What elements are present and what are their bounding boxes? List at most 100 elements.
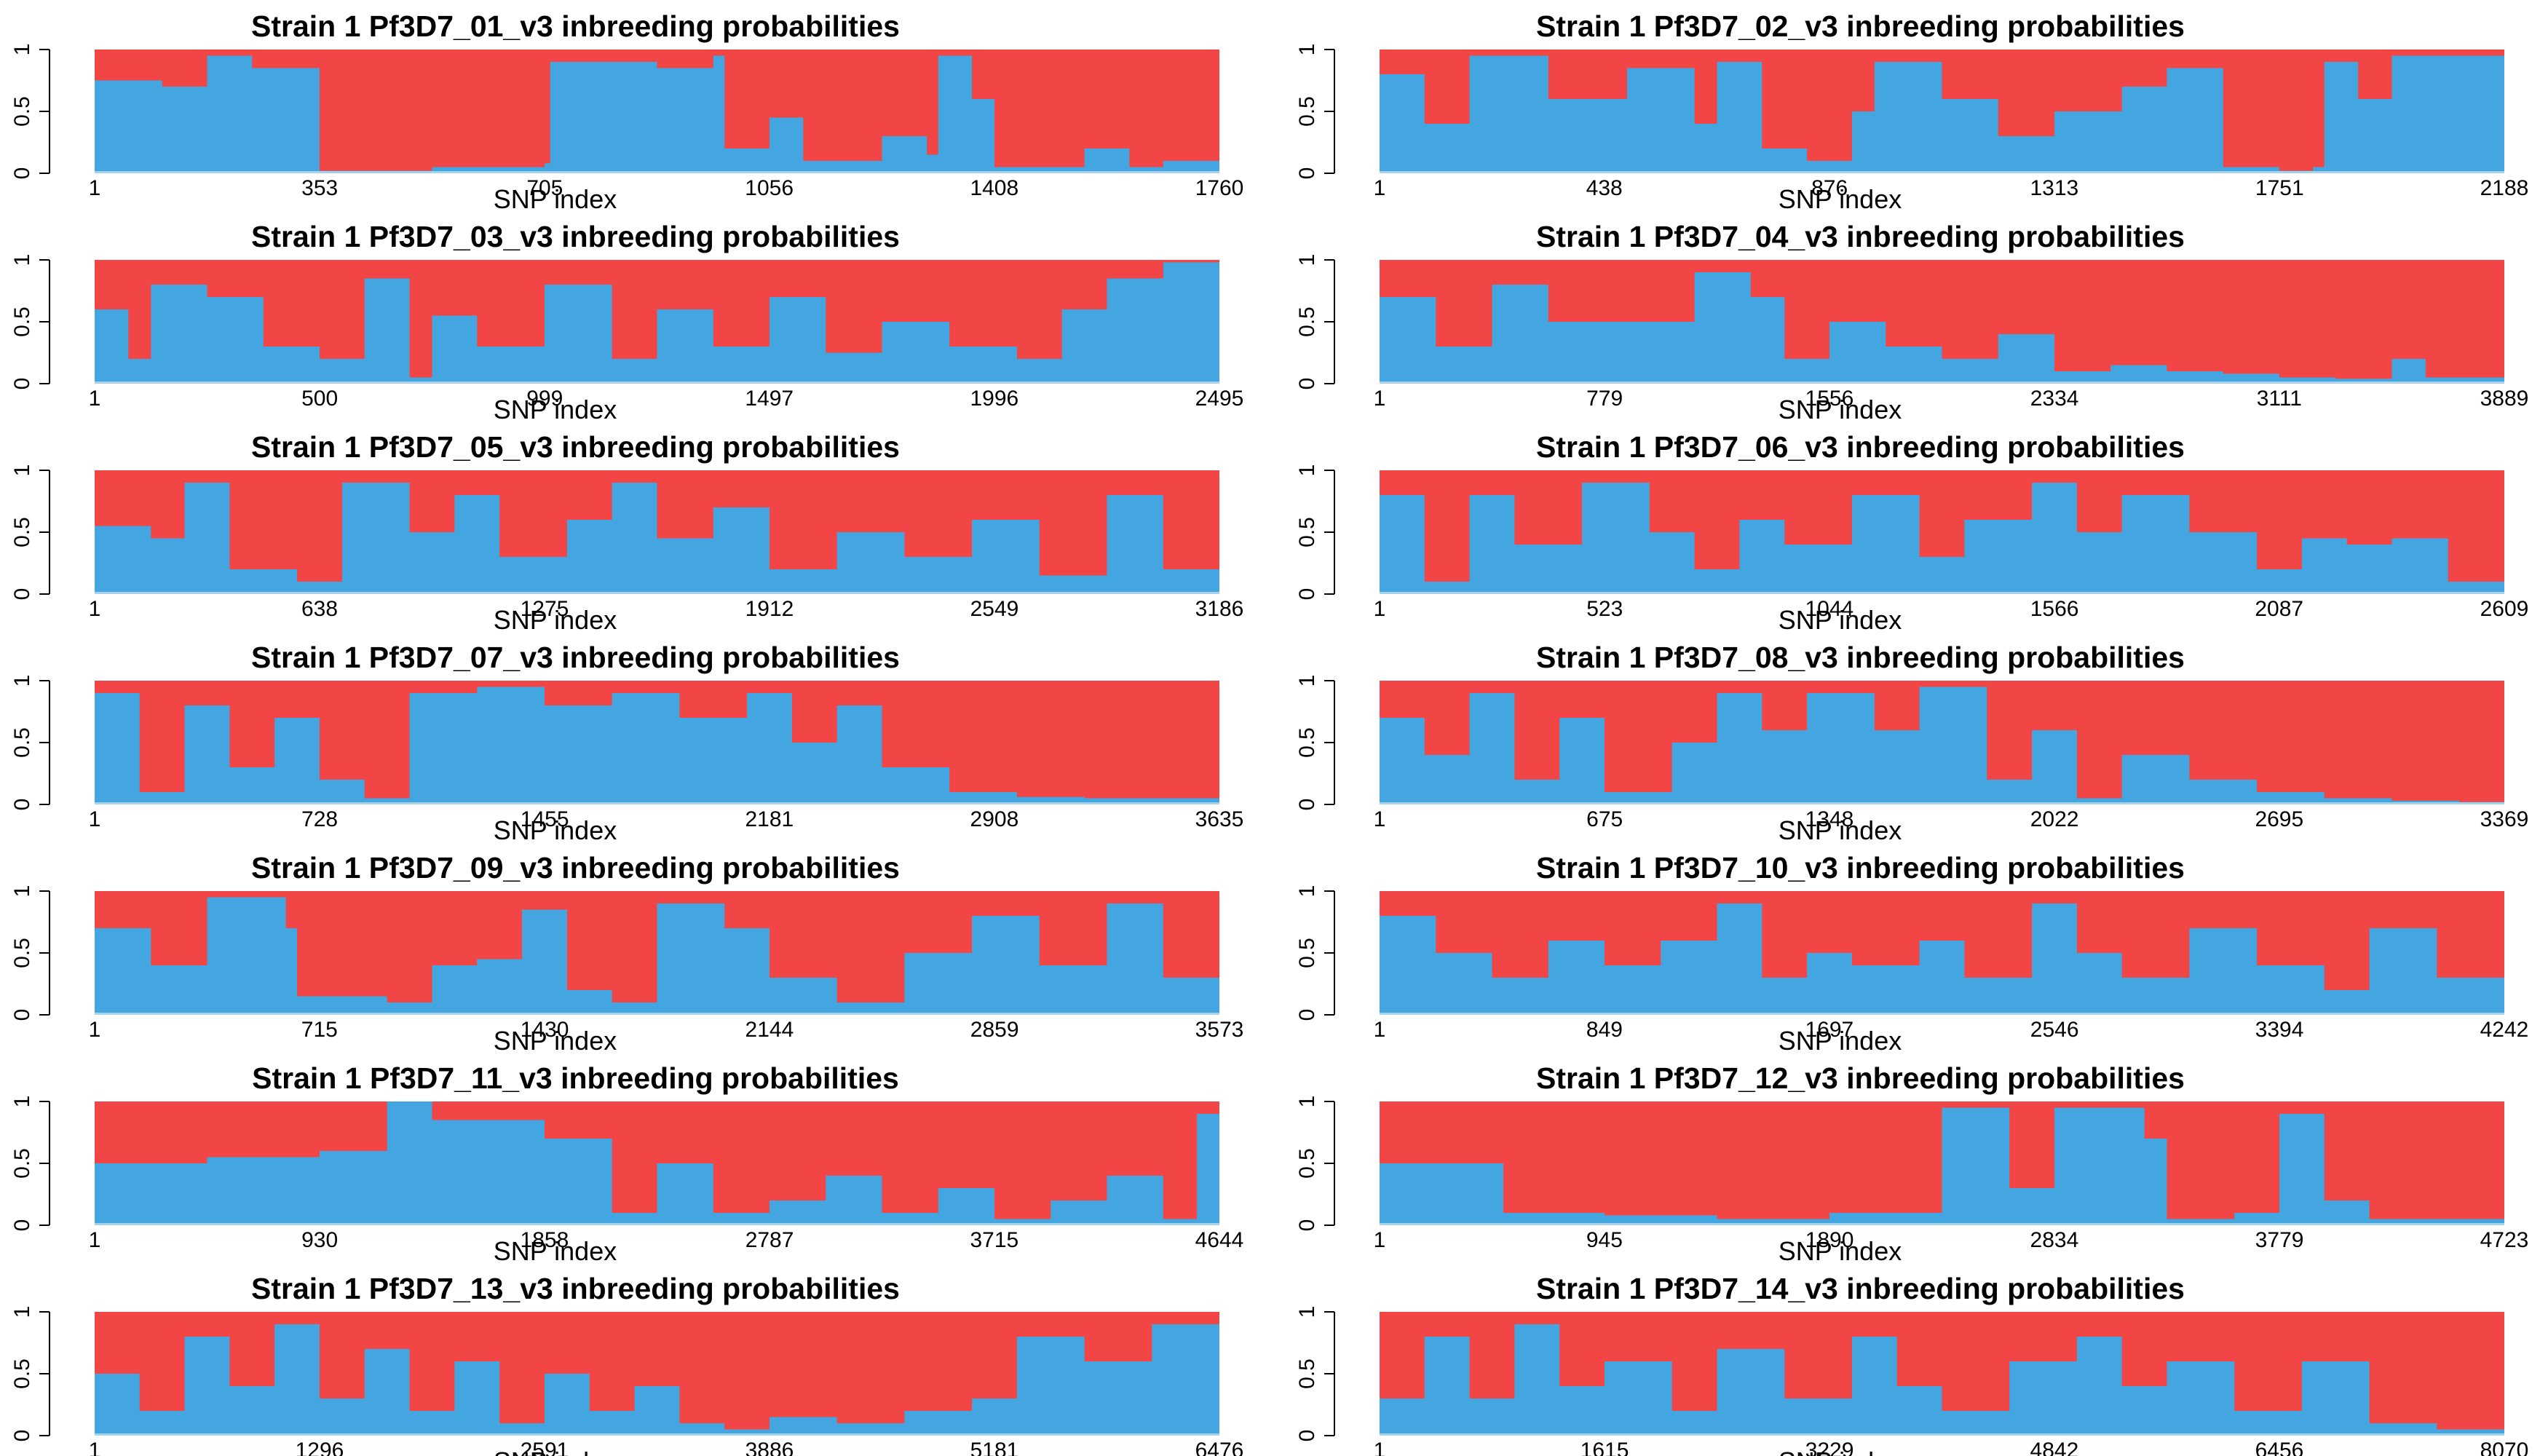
y-tick-label: 0.5 — [10, 1358, 34, 1389]
y-tick-label: 0 — [10, 167, 34, 180]
x-tick-label: 2695 — [2255, 807, 2303, 831]
chart-panel-8: Strain 1 Pf3D7_08_v3 inbreeding probabil… — [1295, 641, 2528, 845]
y-tick-label: 0.5 — [1295, 938, 1319, 968]
x-tick-label: 3111 — [2257, 387, 2302, 411]
x-tick-label: 1408 — [970, 176, 1018, 200]
chart-title: Strain 1 Pf3D7_02_v3 inbreeding probabil… — [1536, 9, 2185, 43]
y-tick-label: 0.5 — [1295, 306, 1319, 337]
chart-title: Strain 1 Pf3D7_06_v3 inbreeding probabil… — [1536, 430, 2185, 464]
chart-panel-7: Strain 1 Pf3D7_07_v3 inbreeding probabil… — [10, 641, 1243, 845]
y-tick-label: 0 — [10, 1009, 34, 1021]
baseline-strip — [95, 1223, 1219, 1225]
x-tick-label: 2181 — [745, 807, 794, 831]
x-tick-label: 876 — [1811, 176, 1848, 200]
x-tick-label: 3394 — [2255, 1018, 2304, 1042]
chart-title: Strain 1 Pf3D7_11_v3 inbreeding probabil… — [252, 1061, 899, 1095]
y-tick-label: 0 — [10, 378, 34, 390]
probability-area-blue — [1380, 687, 2504, 804]
x-tick-label: 1615 — [1580, 1439, 1629, 1456]
y-tick-label: 0.5 — [10, 517, 34, 547]
y-tick-label: 0.5 — [1295, 517, 1319, 547]
x-tick-label: 2022 — [2030, 807, 2079, 831]
baseline-strip — [1380, 171, 2504, 173]
probability-area-blue — [95, 1324, 1219, 1436]
x-tick-label: 1556 — [1805, 387, 1854, 411]
x-axis-label: SNP index — [1779, 815, 1902, 845]
y-tick-label: 1 — [10, 885, 34, 898]
baseline-strip — [95, 592, 1219, 594]
probability-area-blue — [95, 897, 1219, 1015]
x-tick-label: 1430 — [521, 1018, 569, 1042]
probability-area-blue — [1380, 1107, 2504, 1225]
x-tick-label: 1566 — [2030, 597, 2079, 621]
x-tick-label: 2591 — [521, 1439, 569, 1456]
baseline-strip — [95, 171, 1219, 173]
x-tick-label: 3229 — [1805, 1439, 1854, 1456]
x-tick-label: 3573 — [1195, 1018, 1244, 1042]
x-tick-label: 1 — [1374, 597, 1386, 621]
x-tick-label: 3779 — [2255, 1228, 2304, 1252]
x-tick-label: 3889 — [2480, 387, 2529, 411]
chart-panel-9: Strain 1 Pf3D7_09_v3 inbreeding probabil… — [10, 851, 1243, 1056]
y-tick-label: 1 — [10, 1306, 34, 1318]
chart-title: Strain 1 Pf3D7_07_v3 inbreeding probabil… — [251, 641, 900, 674]
x-tick-label: 500 — [301, 387, 338, 411]
y-tick-label: 1 — [1295, 885, 1319, 898]
x-tick-label: 3369 — [2480, 807, 2529, 831]
chart-title: Strain 1 Pf3D7_03_v3 inbreeding probabil… — [251, 220, 900, 253]
x-tick-label: 1 — [1374, 1228, 1386, 1252]
x-tick-label: 2334 — [2030, 387, 2079, 411]
x-tick-label: 1 — [1374, 1439, 1386, 1456]
y-tick-label: 0.5 — [1295, 727, 1319, 758]
y-tick-label: 0.5 — [1295, 1148, 1319, 1179]
x-tick-label: 2609 — [2480, 597, 2529, 621]
probability-area-blue — [95, 260, 1219, 384]
chart-panel-13: Strain 1 Pf3D7_13_v3 inbreeding probabil… — [10, 1272, 1243, 1456]
x-tick-label: 1 — [89, 1228, 101, 1252]
x-tick-label: 4842 — [2030, 1439, 2079, 1456]
baseline-strip — [1380, 1223, 2504, 1225]
x-tick-label: 2859 — [970, 1018, 1019, 1042]
chart-panel-12: Strain 1 Pf3D7_12_v3 inbreeding probabil… — [1295, 1061, 2528, 1266]
chart-panel-1: Strain 1 Pf3D7_01_v3 inbreeding probabil… — [10, 9, 1243, 214]
y-tick-label: 0.5 — [10, 938, 34, 968]
x-tick-label: 1 — [89, 807, 101, 831]
x-axis-label: SNP index — [494, 1026, 617, 1056]
probability-area-blue — [95, 55, 1219, 173]
chart-title: Strain 1 Pf3D7_04_v3 inbreeding probabil… — [1536, 220, 2185, 253]
probability-area-blue — [95, 687, 1219, 804]
y-tick-label: 0 — [1295, 1219, 1319, 1232]
chart-title: Strain 1 Pf3D7_05_v3 inbreeding probabil… — [251, 430, 900, 464]
chart-panel-3: Strain 1 Pf3D7_03_v3 inbreeding probabil… — [10, 220, 1243, 424]
y-tick-label: 0 — [1295, 167, 1319, 180]
y-tick-label: 1 — [1295, 1306, 1319, 1318]
chart-title: Strain 1 Pf3D7_09_v3 inbreeding probabil… — [251, 851, 900, 885]
x-tick-label: 6456 — [2255, 1439, 2304, 1456]
chart-panel-4: Strain 1 Pf3D7_04_v3 inbreeding probabil… — [1295, 220, 2528, 424]
x-tick-label: 5181 — [970, 1439, 1019, 1456]
x-tick-label: 2549 — [970, 597, 1019, 621]
chart-panel-11: Strain 1 Pf3D7_11_v3 inbreeding probabil… — [10, 1061, 1243, 1266]
x-tick-label: 999 — [526, 387, 563, 411]
x-tick-label: 2087 — [2255, 597, 2303, 621]
baseline-strip — [1380, 592, 2504, 594]
x-tick-label: 3635 — [1195, 807, 1244, 831]
x-axis-label: SNP index — [494, 1236, 617, 1266]
y-tick-label: 1 — [1295, 254, 1319, 266]
x-tick-label: 4242 — [2480, 1018, 2529, 1042]
x-tick-label: 849 — [1586, 1018, 1623, 1042]
x-tick-label: 2908 — [970, 807, 1019, 831]
x-tick-label: 1 — [89, 176, 101, 200]
x-tick-label: 1455 — [521, 807, 569, 831]
chart-title: Strain 1 Pf3D7_13_v3 inbreeding probabil… — [251, 1272, 900, 1305]
x-axis-label: SNP index — [494, 395, 617, 424]
baseline-strip — [1380, 381, 2504, 384]
y-tick-label: 1 — [1295, 1096, 1319, 1108]
baseline-strip — [95, 1433, 1219, 1436]
x-tick-label: 353 — [301, 176, 338, 200]
chart-title: Strain 1 Pf3D7_01_v3 inbreeding probabil… — [251, 9, 900, 43]
x-tick-label: 1 — [89, 1439, 101, 1456]
x-axis-label: SNP index — [1779, 605, 1902, 635]
x-tick-label: 1 — [89, 597, 101, 621]
y-tick-label: 1 — [10, 254, 34, 266]
